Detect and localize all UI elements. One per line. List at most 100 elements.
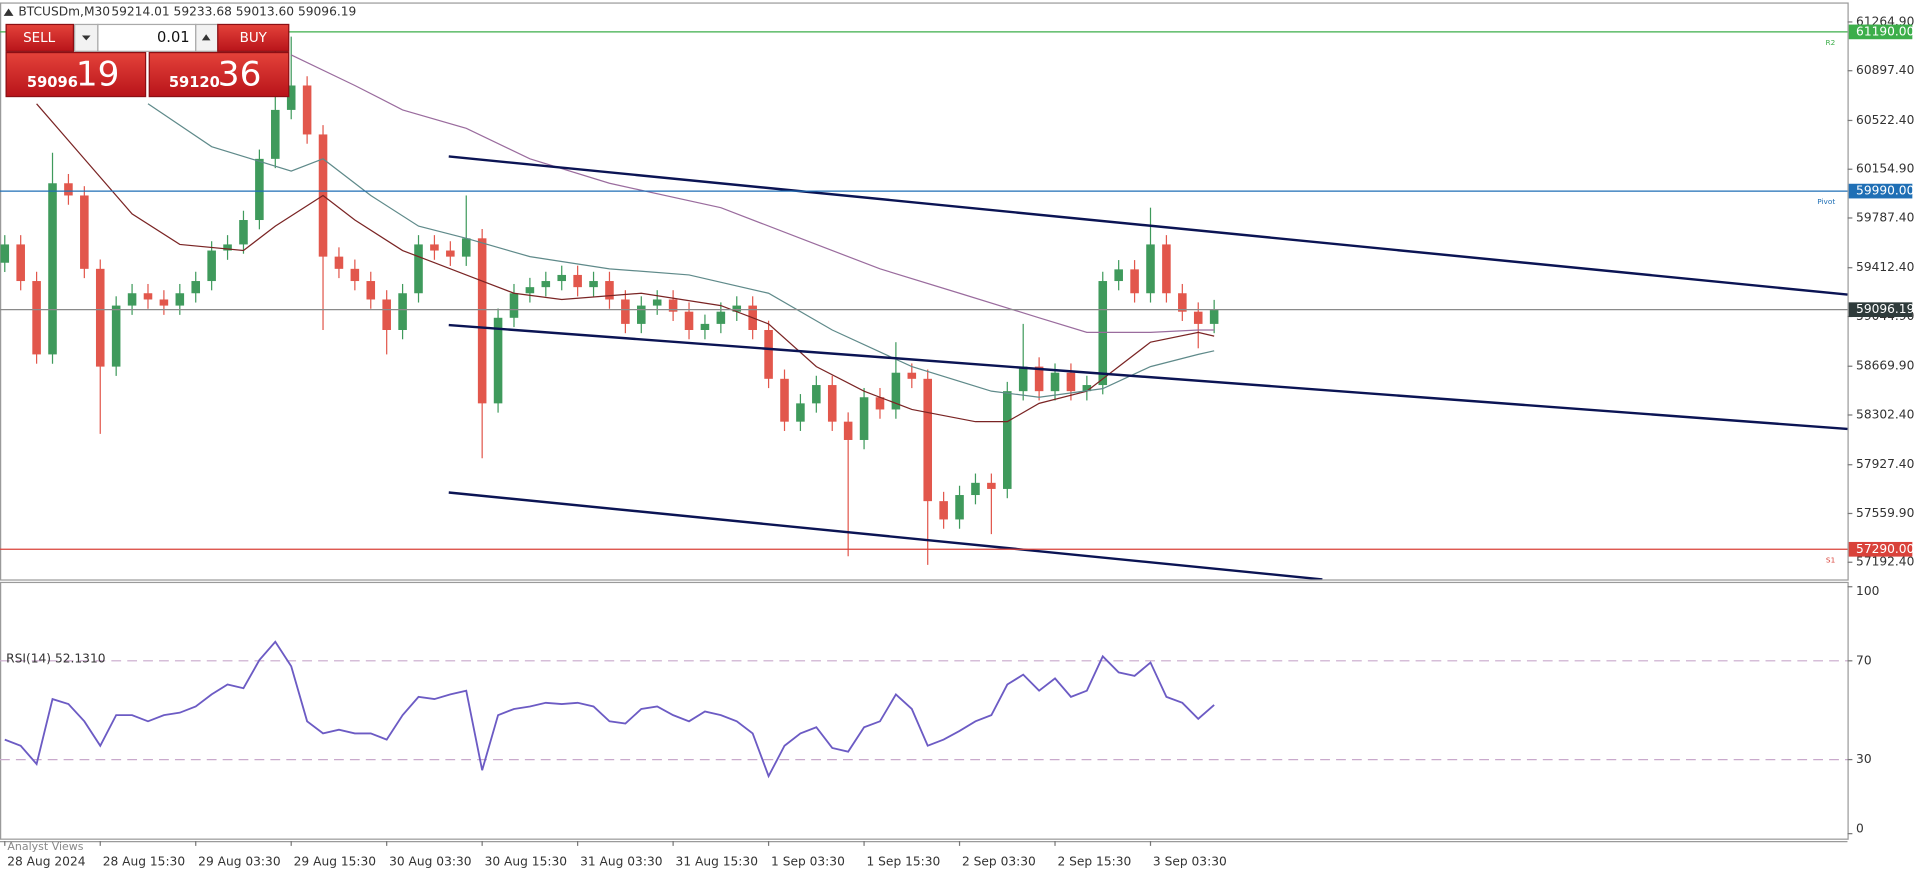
candle-body xyxy=(827,385,837,422)
x-tick-label: 1 Sep 15:30 xyxy=(867,854,941,868)
candle-body xyxy=(700,323,710,330)
x-tick-label: 30 Aug 03:30 xyxy=(389,854,471,868)
candle-body xyxy=(1050,372,1060,392)
x-tick-label: 31 Aug 03:30 xyxy=(580,854,662,868)
candle-body xyxy=(668,299,678,312)
collapse-icon[interactable] xyxy=(3,8,14,16)
up-arrow xyxy=(201,34,211,41)
symbol: BTCUSDm,M30 xyxy=(18,5,110,19)
candle-body xyxy=(334,256,344,269)
candle-body xyxy=(159,299,169,306)
y-tick-label: 57192.40 xyxy=(1856,555,1914,569)
candle-body xyxy=(541,281,551,288)
buy-price-box[interactable] xyxy=(148,51,290,98)
candle-body xyxy=(509,293,519,318)
candle-body xyxy=(446,250,455,257)
x-tick-label: 2 Sep 03:30 xyxy=(962,854,1036,868)
y-tick-label: 70 xyxy=(1856,653,1872,667)
y-tick-label: 60154.90 xyxy=(1856,162,1914,176)
lot-input[interactable] xyxy=(97,23,197,52)
lot-value[interactable]: 0.01 xyxy=(157,29,190,46)
level-label-box xyxy=(1848,183,1913,199)
candle-body xyxy=(1082,385,1092,392)
trend-line xyxy=(448,323,1848,431)
candle-body xyxy=(414,244,423,294)
candle-body xyxy=(1130,269,1139,294)
x-tick-label: 30 Aug 15:30 xyxy=(485,854,567,868)
candle-body xyxy=(366,281,376,300)
x-tick-label: 29 Aug 15:30 xyxy=(294,854,376,868)
candle-body xyxy=(207,250,216,282)
candle-body xyxy=(1003,391,1012,489)
level-label: 59096.19 xyxy=(1856,302,1914,316)
buy-label[interactable]: BUY xyxy=(240,31,268,46)
candle-body xyxy=(1162,244,1171,294)
y-tick-label: 59412.40 xyxy=(1856,260,1914,274)
rsi-line xyxy=(4,640,1215,779)
y-tick-label: 57927.40 xyxy=(1856,457,1914,471)
candle-body xyxy=(286,85,296,110)
y-tick-label: 60897.40 xyxy=(1856,63,1914,77)
y-tick-label: 60522.40 xyxy=(1856,113,1914,127)
candle-body xyxy=(939,501,948,520)
rsi-title: RSI(14) 52.1310 xyxy=(6,651,105,665)
level-label: 61190.00 xyxy=(1856,24,1914,38)
candle-body xyxy=(350,268,360,282)
x-tick-label: 3 Sep 03:30 xyxy=(1153,854,1227,868)
trend-line xyxy=(448,155,1848,296)
candle-body xyxy=(637,305,646,324)
candle-body xyxy=(1098,281,1108,386)
level-label-box xyxy=(1848,24,1913,40)
candle-body xyxy=(255,158,264,221)
candle-body xyxy=(907,372,917,379)
candle-body xyxy=(796,403,805,422)
x-tick-label: 28 Aug 2024 xyxy=(7,854,86,868)
axes: 28 Aug 2024 28 Aug 15:30 29 Aug 03:30 29 Au… xyxy=(4,14,1914,868)
price-pane: R2 Pivot S1 xyxy=(0,31,1848,580)
tab-label[interactable]: Analyst Views xyxy=(7,840,83,853)
candle-body xyxy=(605,281,614,300)
sell-button[interactable] xyxy=(5,23,75,52)
candle-body xyxy=(1146,244,1155,294)
x-tick-label: 1 Sep 03:30 xyxy=(771,854,845,868)
candle-body xyxy=(430,244,439,251)
candle-body xyxy=(923,378,933,502)
candle-body xyxy=(859,397,869,440)
candle-body xyxy=(127,293,137,306)
candle-body xyxy=(621,299,630,324)
candle-body xyxy=(461,238,471,257)
level-tag: S1 xyxy=(1826,555,1835,564)
x-tick-label: 31 Aug 15:30 xyxy=(676,854,758,868)
candle-body xyxy=(1066,372,1076,392)
sell-price-main: 59096 xyxy=(27,74,78,91)
candle-body xyxy=(80,195,89,269)
candle-body xyxy=(111,305,121,367)
y-tick-label: 100 xyxy=(1856,584,1879,598)
candle-body xyxy=(812,385,821,404)
candle-body xyxy=(302,85,312,135)
sell-price-box[interactable] xyxy=(5,51,147,98)
buy-price-pips: 36 xyxy=(218,54,262,94)
buy-button[interactable] xyxy=(217,23,290,52)
y-tick-label: 59787.40 xyxy=(1856,210,1914,224)
sell-label[interactable]: SELL xyxy=(23,31,56,46)
moving-average xyxy=(290,54,1215,333)
candle-body xyxy=(191,281,201,294)
candle-body xyxy=(175,293,185,306)
candle-body xyxy=(48,183,57,355)
x-tick-label: 29 Aug 03:30 xyxy=(198,854,280,868)
level-label: 59990.00 xyxy=(1856,184,1914,198)
candle-body xyxy=(1193,311,1203,324)
candle-body xyxy=(525,287,535,294)
x-tick-label: 28 Aug 15:30 xyxy=(103,854,185,868)
candle-body xyxy=(652,299,662,306)
candle-body xyxy=(32,281,41,355)
candle-body xyxy=(0,244,10,263)
candle-body xyxy=(780,378,789,422)
candle-body xyxy=(875,397,885,410)
candle-body xyxy=(271,109,280,159)
candle-body xyxy=(398,293,407,330)
candle-body xyxy=(64,183,73,196)
candle-body xyxy=(1114,269,1123,282)
